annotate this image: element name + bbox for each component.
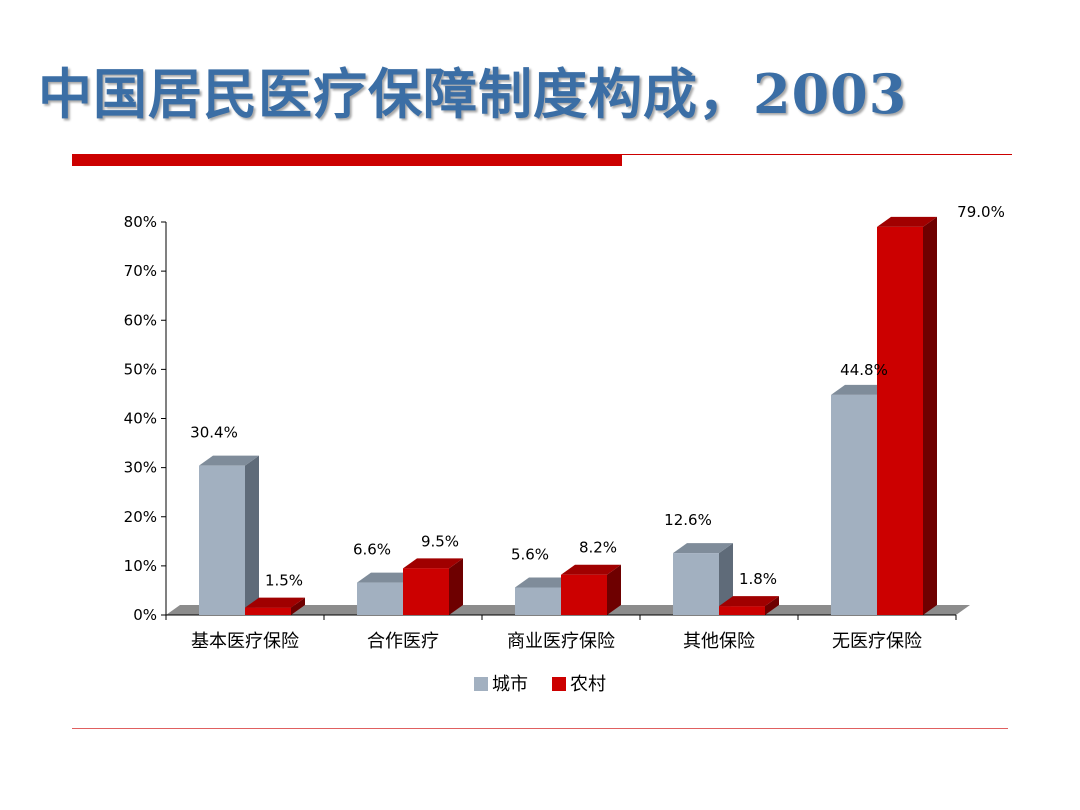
- title-underline-thick: [72, 154, 622, 166]
- data-label: 1.5%: [265, 572, 303, 590]
- bar-rural: [877, 216, 937, 615]
- title-underline-thin: [622, 154, 1012, 155]
- y-tick-label: 20%: [124, 508, 157, 526]
- data-label: 1.8%: [739, 570, 777, 588]
- footer-divider: [72, 728, 1008, 729]
- page-title: 中国居民医疗保障制度构成，2003: [38, 62, 908, 126]
- data-label: 8.2%: [579, 539, 617, 557]
- x-category-label: 合作医疗: [367, 631, 439, 652]
- y-tick-label: 0%: [133, 606, 157, 624]
- y-tick-label: 60%: [124, 311, 157, 329]
- bar-rural: [403, 558, 463, 615]
- x-category-label: 其他保险: [683, 631, 755, 652]
- data-label: 30.4%: [190, 424, 238, 442]
- y-tick-label: 10%: [124, 557, 157, 575]
- data-label: 79.0%: [957, 203, 1005, 221]
- x-category-label: 基本医疗保险: [191, 631, 299, 652]
- bar-rural: [561, 564, 621, 615]
- y-tick-label: 70%: [124, 262, 157, 280]
- legend-swatch: [552, 677, 566, 691]
- data-label: 5.6%: [511, 545, 549, 563]
- data-label: 12.6%: [664, 511, 712, 529]
- bar-urban: [199, 455, 259, 615]
- y-tick-label: 50%: [124, 360, 157, 378]
- y-tick-label: 80%: [124, 213, 157, 231]
- y-tick-label: 40%: [124, 410, 157, 428]
- x-category-label: 无医疗保险: [832, 631, 922, 652]
- legend-label: 农村: [570, 674, 606, 695]
- x-category-label: 商业医疗保险: [507, 631, 615, 652]
- legend-swatch: [474, 677, 488, 691]
- bar-rural: [719, 596, 779, 615]
- data-label: 9.5%: [421, 532, 459, 550]
- data-label: 44.8%: [840, 361, 888, 379]
- data-label: 6.6%: [353, 541, 391, 559]
- bar-urban: [673, 543, 733, 615]
- y-tick-label: 30%: [124, 459, 157, 477]
- legend-label: 城市: [492, 674, 528, 695]
- bar-rural: [245, 597, 305, 615]
